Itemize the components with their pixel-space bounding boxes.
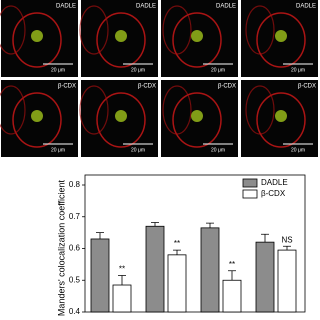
annotation: ** [229, 260, 235, 269]
cell-membrane [0, 85, 26, 135]
cell-membrane [256, 92, 306, 148]
error-bar [261, 233, 269, 243]
cell-membrane [96, 12, 146, 68]
panel-label: β-CDX [138, 84, 156, 90]
panel-label: β-CDX [58, 84, 76, 90]
cell-membrane [256, 12, 306, 68]
panel-label: β-CDX [298, 84, 316, 90]
legend-swatch [242, 189, 258, 199]
annotation: NS [281, 235, 292, 244]
plot-frame [84, 174, 306, 313]
cell-membrane [245, 85, 275, 135]
nucleus [275, 110, 287, 122]
nucleus [191, 30, 203, 42]
y-tick-label: 0.6 [69, 244, 81, 253]
error-bar [228, 270, 236, 281]
cell-membrane [79, 5, 109, 55]
bar [200, 227, 220, 313]
scale-label: 20 μm [291, 67, 305, 73]
error-bar [118, 275, 126, 286]
legend-swatch [242, 178, 258, 188]
cell-membrane [96, 92, 146, 148]
nucleus [191, 110, 203, 122]
nucleus [115, 30, 127, 42]
error-bar [283, 245, 291, 251]
error-bar [206, 222, 214, 228]
cell-membrane [79, 85, 109, 135]
cell-membrane [12, 92, 62, 148]
nucleus [275, 30, 287, 42]
scale-label: 20 μm [211, 147, 225, 153]
y-tick-label: 0.7 [69, 212, 81, 221]
y-tick-label: 0.4 [69, 307, 81, 316]
panel-label: β-CDX [218, 84, 236, 90]
annotation: ** [119, 265, 125, 274]
bar [222, 279, 242, 313]
bar [255, 241, 275, 313]
bar [112, 284, 132, 313]
panel-label: DADLE [56, 4, 76, 10]
error-bar [173, 249, 181, 255]
cell-membrane [0, 5, 26, 55]
scale-label: 20 μm [51, 67, 65, 73]
y-tick-label: 0.8 [69, 180, 81, 189]
bar [167, 254, 187, 313]
y-axis-label: Manders' colocalization coefficient [56, 179, 66, 316]
scale-label: 20 μm [131, 67, 145, 73]
legend-label: β-CDX [261, 189, 286, 198]
bar [90, 238, 110, 313]
cell-membrane [162, 85, 192, 135]
cell-membrane [12, 12, 62, 68]
cell-membrane [172, 92, 222, 148]
nucleus [31, 30, 43, 42]
scale-label: 20 μm [211, 67, 225, 73]
annotation: ** [174, 239, 180, 248]
cell-membrane [172, 12, 222, 68]
scale-label: 20 μm [131, 147, 145, 153]
nucleus [115, 110, 127, 122]
panel-label: DADLE [136, 4, 156, 10]
cell-membrane [162, 5, 192, 55]
cell-membrane [245, 5, 275, 55]
scale-label: 20 μm [291, 147, 305, 153]
y-tick-label: 0.5 [69, 275, 81, 284]
bar [277, 249, 297, 313]
error-bar [96, 232, 104, 239]
panel-label: DADLE [296, 4, 316, 10]
bar [145, 225, 165, 313]
panel-label: DADLE [216, 4, 236, 10]
error-bar [151, 222, 159, 227]
scale-label: 20 μm [51, 147, 65, 153]
legend-label: DADLE [261, 178, 288, 187]
nucleus [31, 110, 43, 122]
